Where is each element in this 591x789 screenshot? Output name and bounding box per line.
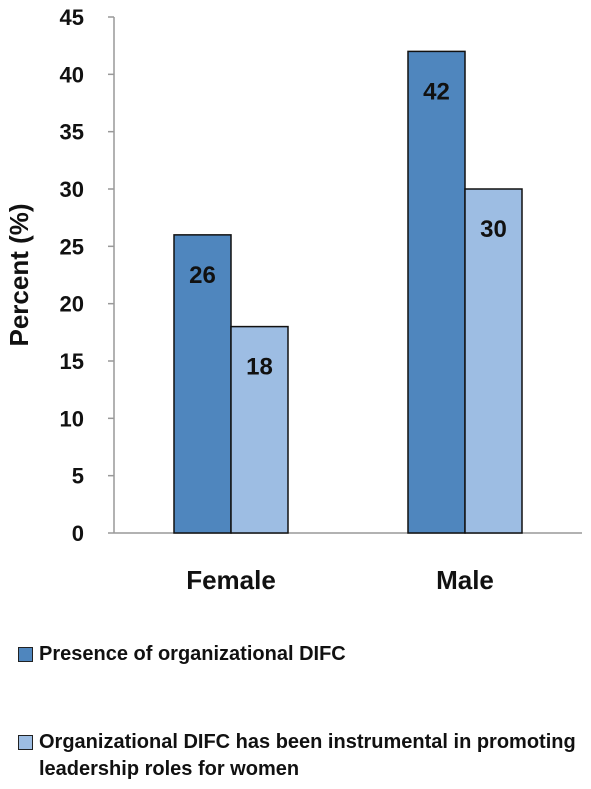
y-tick-label: 40 [60,62,84,87]
legend-item-instrumental: Organizational DIFC has been instrumenta… [18,729,583,783]
y-tick-label: 25 [60,234,84,259]
y-tick-label: 10 [60,406,84,431]
x-categories: Female Male [186,565,494,595]
y-tick-label: 5 [72,464,84,489]
y-tick-label: 35 [60,120,84,145]
y-tick-label: 45 [60,5,84,30]
legend-item-presence: Presence of organizational DIFC [18,641,346,668]
x-category-label: Male [436,565,494,595]
x-category-label: Female [186,565,276,595]
data-label: 30 [480,216,507,243]
bar-female-series-2 [230,325,289,534]
legend-swatch-instrumental [18,735,33,750]
bars: 26 18 42 30 [173,50,523,534]
bar-female-series-1 [173,234,232,534]
bar-chart: 26 18 42 30 0 5 10 15 20 25 30 35 40 45 Female Male P… [4,5,582,595]
y-tick-label: 0 [72,521,84,546]
y-ticks: 0 5 10 15 20 25 30 35 40 45 [60,5,114,546]
legend-swatch-presence [18,647,33,662]
y-tick-label: 20 [60,292,84,317]
y-tick-label: 15 [60,349,84,374]
legend-label-instrumental: Organizational DIFC has been instrumenta… [39,731,576,780]
y-tick-label: 30 [60,177,84,202]
data-label: 42 [423,78,450,105]
legend-label-presence: Presence of organizational DIFC [39,643,346,665]
bar-male-series-1 [407,50,466,534]
y-axis-label: Percent (%) [4,203,34,346]
data-label: 18 [246,354,273,381]
bar-male-series-2 [464,188,523,534]
data-label: 26 [189,262,216,289]
